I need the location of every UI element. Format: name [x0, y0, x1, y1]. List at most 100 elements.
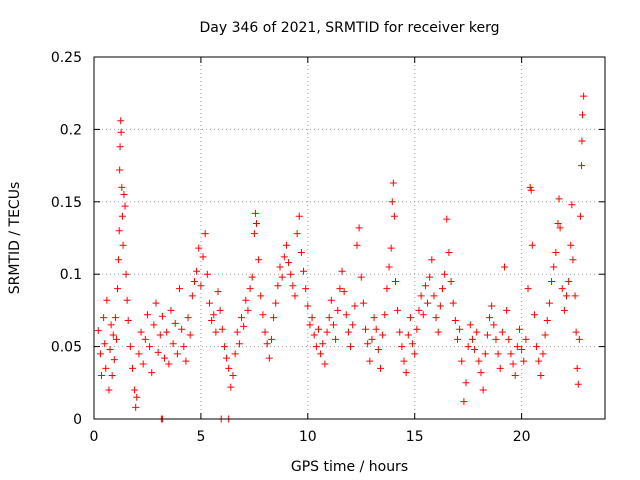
- data-point: [297, 248, 305, 256]
- y-tick-label: 0.25: [51, 50, 82, 66]
- data-point: [411, 350, 419, 358]
- data-point: [141, 335, 149, 343]
- data-point: [541, 331, 549, 339]
- data-point: [184, 314, 192, 322]
- data-point: [520, 357, 528, 365]
- data-point: [355, 224, 363, 232]
- data-point: [158, 312, 166, 320]
- data-point: [447, 277, 455, 285]
- data-point: [507, 350, 515, 358]
- data-point: [195, 244, 203, 252]
- data-point: [105, 386, 113, 394]
- data-point: [383, 285, 391, 293]
- data-point: [109, 331, 117, 339]
- data-point: [231, 350, 239, 358]
- data-point: [278, 273, 286, 281]
- data-point: [329, 321, 337, 329]
- data-point: [462, 379, 470, 387]
- data-point: [370, 314, 378, 322]
- x-tick-label: 10: [299, 429, 317, 445]
- data-point: [548, 277, 556, 285]
- data-point: [180, 343, 188, 351]
- x-tick-label: 0: [90, 429, 99, 445]
- data-point: [501, 263, 509, 271]
- data-point: [439, 285, 447, 293]
- data-point: [165, 360, 173, 368]
- data-point: [300, 267, 308, 275]
- data-point: [156, 331, 164, 339]
- data-point: [515, 325, 523, 333]
- data-point: [387, 244, 395, 252]
- y-tick-label: 0.15: [51, 195, 82, 211]
- data-point: [417, 292, 425, 300]
- data-point: [118, 183, 126, 191]
- data-point: [118, 212, 126, 220]
- data-point: [242, 296, 250, 304]
- data-point: [436, 302, 444, 310]
- data-point: [143, 311, 151, 319]
- data-point: [201, 230, 209, 238]
- data-point: [530, 311, 538, 319]
- data-point: [451, 317, 459, 325]
- data-point: [111, 314, 119, 322]
- data-point: [176, 285, 184, 293]
- data-point: [537, 372, 545, 380]
- data-point: [409, 340, 417, 348]
- data-point: [117, 128, 125, 136]
- data-point: [218, 325, 226, 333]
- data-point: [377, 364, 385, 372]
- data-point: [398, 343, 406, 351]
- grid-lines: [94, 57, 605, 419]
- data-point: [244, 306, 252, 314]
- data-point: [572, 328, 580, 336]
- data-point: [577, 162, 585, 170]
- data-point: [579, 111, 587, 119]
- x-tick-label: 20: [513, 429, 531, 445]
- data-point: [235, 340, 243, 348]
- data-point: [560, 306, 568, 314]
- data-point: [216, 306, 224, 314]
- data-point: [421, 282, 429, 290]
- data-point: [456, 325, 464, 333]
- data-point: [396, 328, 404, 336]
- data-point: [233, 328, 241, 336]
- data-point: [334, 306, 342, 314]
- data-point: [240, 322, 248, 330]
- data-point: [210, 311, 218, 319]
- data-point: [251, 209, 259, 217]
- data-point: [114, 285, 122, 293]
- data-point: [319, 340, 327, 348]
- data-point: [509, 360, 517, 368]
- data-point: [481, 350, 489, 358]
- data-point: [340, 288, 348, 296]
- data-points: [94, 92, 588, 423]
- data-point: [528, 241, 536, 249]
- data-point: [306, 321, 314, 329]
- data-point: [327, 296, 335, 304]
- data-point: [574, 380, 582, 388]
- data-point: [359, 299, 367, 307]
- data-point: [178, 325, 186, 333]
- data-point: [503, 306, 511, 314]
- data-point: [259, 311, 267, 319]
- data-point: [419, 311, 427, 319]
- data-point: [214, 288, 222, 296]
- data-point: [357, 273, 365, 281]
- data-point: [555, 195, 563, 203]
- data-point: [154, 348, 162, 356]
- data-point: [578, 137, 586, 145]
- data-point: [225, 364, 233, 372]
- data-point: [317, 350, 325, 358]
- data-point: [381, 311, 389, 319]
- data-point: [126, 343, 134, 351]
- data-point: [364, 340, 372, 348]
- data-point: [568, 201, 576, 209]
- data-point: [388, 198, 396, 206]
- data-point: [150, 321, 158, 329]
- data-point: [513, 343, 521, 351]
- data-point: [135, 350, 143, 358]
- data-point: [379, 331, 387, 339]
- data-point: [267, 335, 275, 343]
- data-point: [539, 350, 547, 358]
